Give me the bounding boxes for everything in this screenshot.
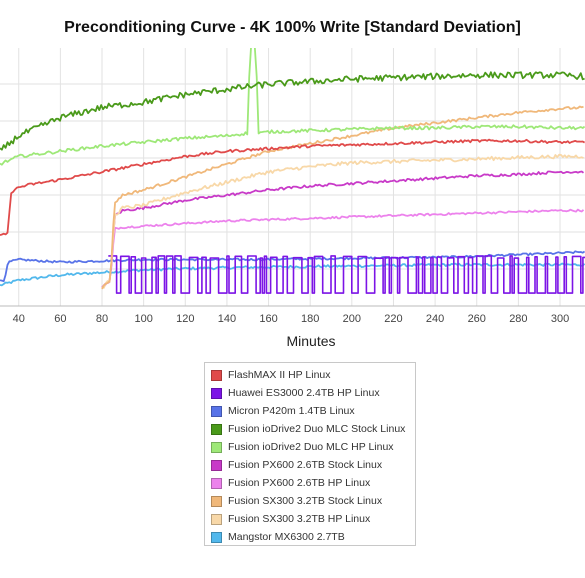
legend-label: Mangstor MX6300 2.7TB [228, 531, 345, 543]
legend-swatch [211, 387, 222, 399]
x-tick-label: 180 [301, 313, 319, 325]
chart-title: Preconditioning Curve - 4K 100% Write [S… [64, 19, 521, 36]
legend-swatch [211, 441, 222, 453]
x-tick-label: 280 [509, 313, 527, 325]
x-tick-label: 200 [343, 313, 361, 325]
legend-label: FlashMAX II HP Linux [228, 369, 331, 381]
legend-label: Micron P420m 1.4TB Linux [228, 405, 355, 417]
legend-item: Huawei ES3000 2.4TB HP Linux [211, 384, 415, 402]
series-line-7 [101, 105, 584, 290]
x-tick-label: 300 [551, 313, 569, 325]
legend-label: Huawei ES3000 2.4TB HP Linux [228, 387, 380, 399]
legend-label: Fusion PX600 2.6TB Stock Linux [228, 459, 383, 471]
series-line-1 [108, 255, 585, 294]
legend-item: Micron P420m 1.4TB Linux [211, 402, 415, 420]
legend-swatch [211, 405, 222, 417]
legend-swatch [211, 531, 222, 543]
chart-plot: 40 60 80 100 120 140 160 180 200 220 240 260 280 300 [0, 48, 585, 325]
legend-item: Fusion ioDrive2 Duo MLC HP Linux [211, 438, 415, 456]
series-line-4 [0, 48, 585, 166]
legend-swatch [211, 513, 222, 525]
legend-swatch [211, 423, 222, 435]
x-tick-label: 160 [259, 313, 277, 325]
series-line-8 [101, 153, 584, 289]
legend-swatch [211, 477, 222, 489]
legend-label: Fusion SX300 3.2TB HP Linux [228, 513, 371, 525]
x-tick-label: 60 [54, 313, 66, 325]
x-tick-label: 220 [384, 313, 402, 325]
series-line-5 [101, 170, 585, 289]
legend-swatch [211, 459, 222, 471]
series-line-6 [101, 208, 585, 289]
legend-swatch [211, 369, 222, 381]
legend: FlashMAX II HP Linux Huawei ES3000 2.4TB … [204, 362, 416, 546]
legend-label: Fusion SX300 3.2TB Stock Linux [228, 495, 383, 507]
x-tick-label: 240 [426, 313, 444, 325]
x-tick-label: 40 [13, 313, 25, 325]
legend-item: Fusion SX300 3.2TB HP Linux [211, 510, 415, 528]
legend-item: Fusion PX600 2.6TB Stock Linux [211, 456, 415, 474]
x-tick-label: 100 [134, 313, 152, 325]
legend-label: Fusion ioDrive2 Duo MLC Stock Linux [228, 423, 406, 435]
legend-label: Fusion ioDrive2 Duo MLC HP Linux [228, 441, 394, 453]
legend-label: Fusion PX600 2.6TB HP Linux [228, 477, 371, 489]
legend-item: Mangstor MX6300 2.7TB [211, 528, 415, 546]
legend-item: Fusion SX300 3.2TB Stock Linux [211, 492, 415, 510]
x-tick-labels: 40 60 80 100 120 140 160 180 200 220 240 260 280 300 [13, 313, 570, 325]
x-tick-label: 260 [468, 313, 486, 325]
legend-item: Fusion ioDrive2 Duo MLC Stock Linux [211, 420, 415, 438]
x-axis-label: Minutes [286, 333, 336, 349]
x-tick-label: 120 [176, 313, 194, 325]
x-tick-label: 140 [218, 313, 236, 325]
legend-item: FlashMAX II HP Linux [211, 366, 415, 384]
legend-item: Fusion PX600 2.6TB HP Linux [211, 474, 415, 492]
series-line-3 [0, 71, 585, 151]
legend-swatch [211, 495, 222, 507]
series-lines [0, 48, 585, 294]
series-line-0 [0, 138, 585, 236]
x-tick-label: 80 [96, 313, 108, 325]
series-line-9 [0, 262, 585, 287]
